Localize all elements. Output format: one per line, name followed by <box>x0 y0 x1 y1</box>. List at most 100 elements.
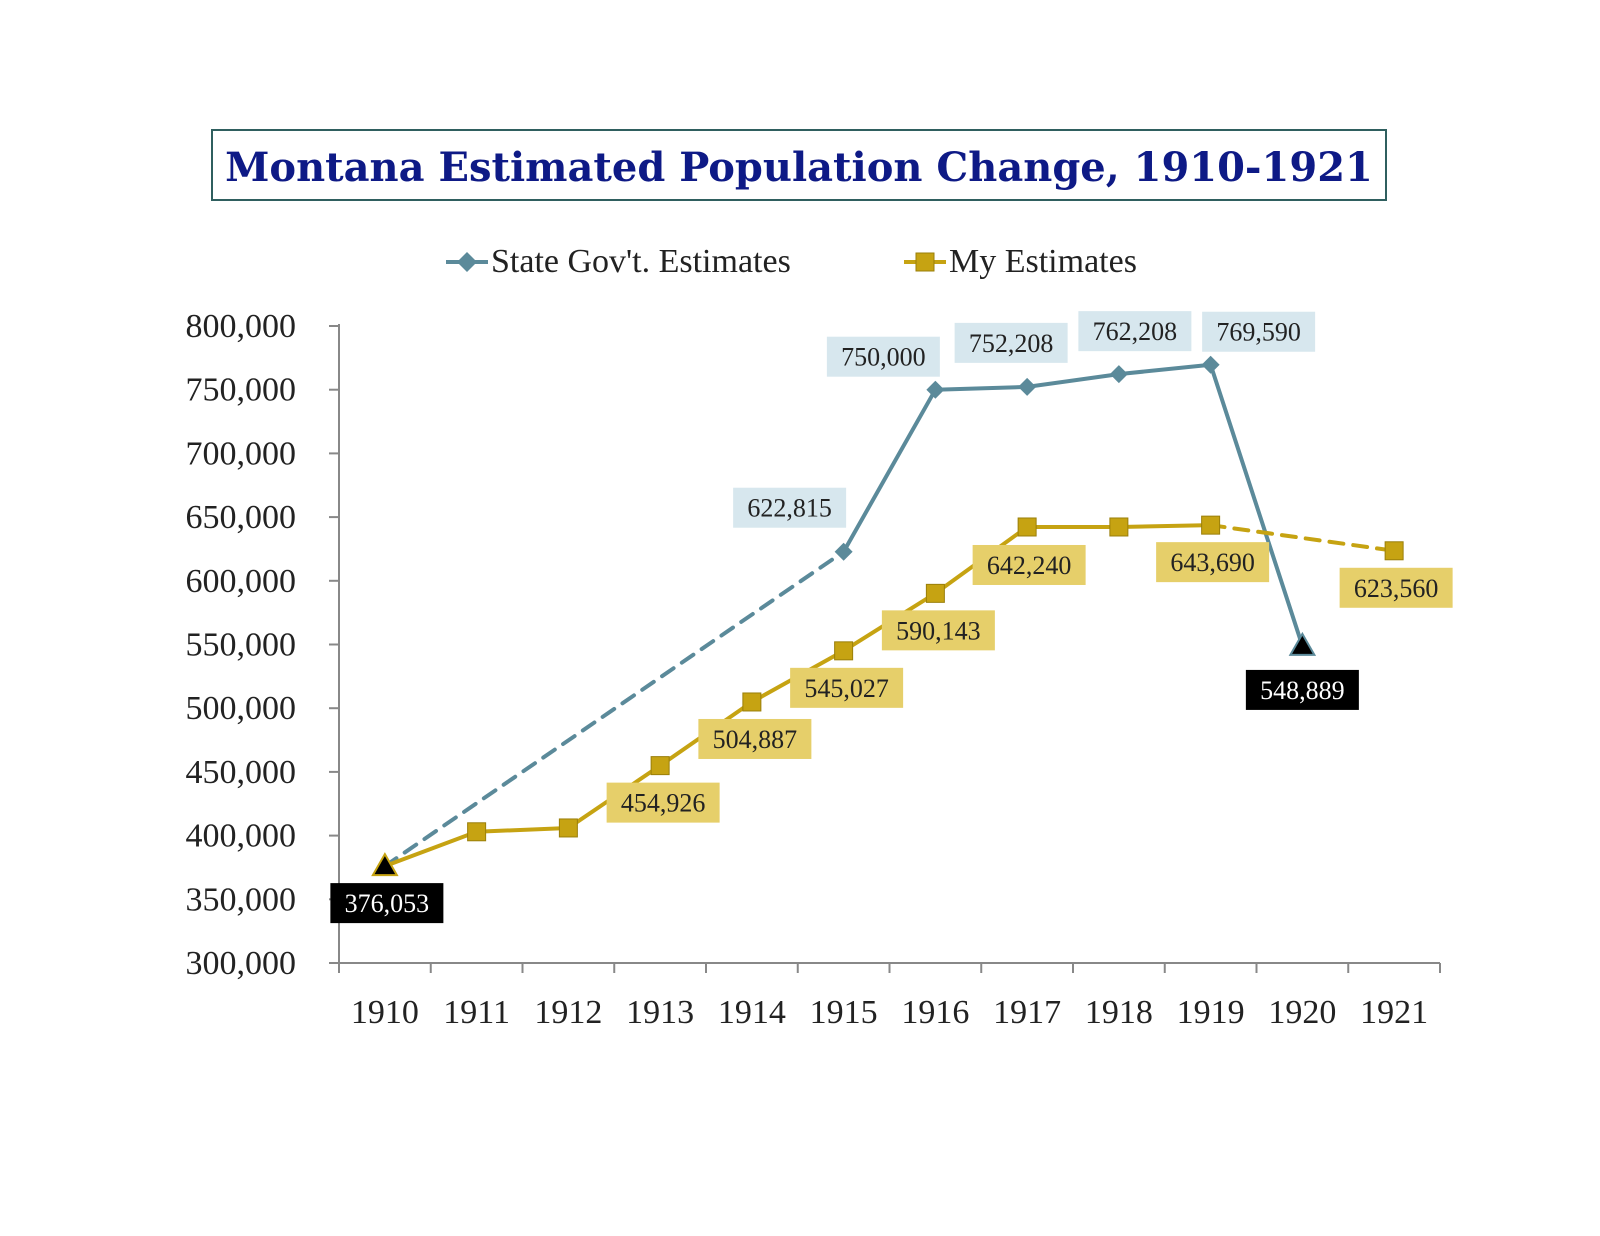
y-tick-label: 750,000 <box>186 372 297 409</box>
my-data-label: 590,143 <box>881 610 995 651</box>
triangle-point <box>1288 631 1317 656</box>
my-data-label-bg <box>972 544 1086 585</box>
gov-data-label: 622,815 <box>733 487 847 528</box>
my-square-point <box>1017 517 1037 537</box>
x-tick-label: 1918 <box>1085 994 1153 1031</box>
highlight-data-label-bg <box>330 883 444 924</box>
highlight-data-label-text: 376,053 <box>345 889 430 918</box>
my-data-label-bg <box>606 782 720 823</box>
y-tick-label: 500,000 <box>186 690 297 727</box>
my-data-label: 504,887 <box>698 718 812 759</box>
gov-diamond-point <box>1201 355 1220 374</box>
triangle-point <box>371 852 399 877</box>
gov-data-label: 762,208 <box>1078 311 1192 352</box>
series-0-segment <box>1208 362 1305 648</box>
y-tick-label: 300,000 <box>186 945 297 982</box>
markers <box>371 355 1404 877</box>
my-data-label: 454,926 <box>606 782 720 823</box>
x-tick-label: 1914 <box>718 994 786 1031</box>
gov-data-label-text: 752,208 <box>969 329 1054 358</box>
legend-label: My Estimates <box>949 243 1137 280</box>
my-square-point <box>1201 515 1221 535</box>
legend-diamond-marker <box>457 252 477 272</box>
chart-title: Montana Estimated Population Change, 191… <box>225 144 1373 191</box>
x-tick-label: 1920 <box>1268 994 1336 1031</box>
my-data-label-text: 504,887 <box>713 725 798 754</box>
my-data-label-text: 623,560 <box>1354 574 1439 603</box>
gov-data-label-text: 750,000 <box>841 343 926 372</box>
y-tick-label: 700,000 <box>186 435 297 472</box>
series-0-segment <box>1025 372 1121 389</box>
my-data-label-text: 643,690 <box>1170 548 1255 577</box>
y-tick-label: 800,000 <box>186 308 297 345</box>
y-tick-label: 400,000 <box>186 818 297 855</box>
x-tick-label: 1912 <box>534 994 602 1031</box>
x-tick-label: 1919 <box>1177 994 1245 1031</box>
series-1-segment <box>474 825 571 834</box>
my-square-point <box>925 583 945 603</box>
my-data-label-bg <box>1156 542 1270 583</box>
highlight-data-label: 376,053 <box>330 883 444 924</box>
gov-diamond-point <box>1109 365 1128 384</box>
x-tick-label: 1913 <box>626 994 694 1031</box>
chart-title-box: Montana Estimated Population Change, 191… <box>211 129 1387 201</box>
series-0-segment <box>1116 362 1213 377</box>
y-tick-label: 450,000 <box>186 754 297 791</box>
y-tick-label: 350,000 <box>186 881 297 918</box>
my-data-label-text: 545,027 <box>804 674 889 703</box>
y-tick-label: 550,000 <box>186 627 297 664</box>
highlight-data-label-bg <box>1245 669 1359 710</box>
title-frame <box>211 129 1387 201</box>
series-1-segment <box>1208 523 1397 553</box>
gov-data-label-bg <box>1202 311 1316 352</box>
gov-data-label-text: 769,590 <box>1216 318 1301 347</box>
legend-label: State Gov't. Estimates <box>491 243 791 280</box>
highlight-data-label-text: 548,889 <box>1260 676 1345 705</box>
gov-diamond-point <box>926 380 945 399</box>
gov-data-label-bg <box>733 487 847 528</box>
series-0-segment <box>933 384 1030 392</box>
gov-data-label-bg <box>954 322 1068 363</box>
gov-data-label-text: 762,208 <box>1093 317 1178 346</box>
x-tick-label: 1921 <box>1360 994 1428 1031</box>
my-data-label-text: 590,143 <box>896 616 981 645</box>
gov-data-label-bg <box>826 336 940 377</box>
gov-data-label-bg <box>1078 311 1192 352</box>
gov-diamond-point <box>834 542 853 561</box>
gov-data-label: 752,208 <box>954 322 1068 363</box>
gov-data-label: 769,590 <box>1202 311 1316 352</box>
my-data-label-bg <box>698 718 812 759</box>
legend-item: My Estimates <box>904 243 1137 280</box>
my-data-label-bg <box>790 667 904 708</box>
series-1-segment <box>382 829 479 869</box>
my-data-label: 643,690 <box>1156 542 1270 583</box>
x-tick-label: 1910 <box>351 994 419 1031</box>
my-square-point <box>742 692 762 712</box>
gov-data-label: 750,000 <box>826 336 940 377</box>
my-data-label: 642,240 <box>972 544 1086 585</box>
my-square-point <box>1109 517 1129 537</box>
my-data-label: 545,027 <box>790 667 904 708</box>
legend-item: State Gov't. Estimates <box>446 243 791 280</box>
my-square-point <box>467 822 487 842</box>
data-labels: 622,815 750,000 752,208 762,208 769,590 454,9… <box>330 311 1453 924</box>
my-square-point <box>558 818 578 838</box>
my-data-label-text: 642,240 <box>987 551 1072 580</box>
y-tick-label: 650,000 <box>186 499 297 536</box>
my-square-point <box>1384 541 1404 561</box>
legend-square-marker <box>915 252 935 272</box>
x-tick-label: 1917 <box>993 994 1061 1031</box>
my-square-point <box>834 641 854 661</box>
gov-diamond-point <box>1018 377 1037 396</box>
my-data-label-bg <box>1339 567 1453 608</box>
my-data-label-bg <box>881 610 995 651</box>
x-tick-label: 1915 <box>810 994 878 1031</box>
my-data-label-text: 454,926 <box>621 789 706 818</box>
series-0-segment <box>382 549 846 869</box>
y-tick-label: 600,000 <box>186 563 297 600</box>
axes: 300,000 350,000 400,000 450,000 500,000 550,0… <box>186 308 1441 1031</box>
my-data-label: 623,560 <box>1339 567 1453 608</box>
series-0-segment <box>841 387 938 554</box>
my-square-point <box>650 756 670 776</box>
